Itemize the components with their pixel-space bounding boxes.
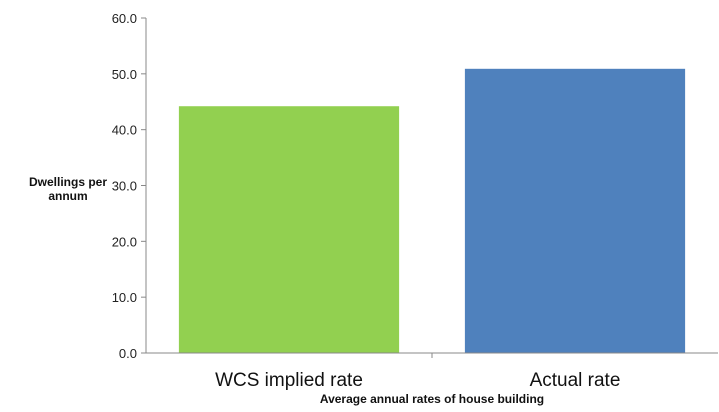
y-axis-title-line-2: annum xyxy=(48,189,87,203)
y-tick-label: 20.0 xyxy=(112,234,137,249)
y-axis-title-line-1: Dwellings per xyxy=(29,175,107,189)
bar-actual-rate xyxy=(464,68,686,353)
y-tick-label: 40.0 xyxy=(112,123,137,138)
category-labels: WCS implied rate Actual rate xyxy=(215,353,620,391)
bar-wcs-implied-rate xyxy=(178,106,400,353)
category-label: Actual rate xyxy=(530,370,621,391)
x-axis-title: Average annual rates of house building xyxy=(320,392,544,406)
y-tick-label: 0.0 xyxy=(119,346,137,361)
y-tick-label: 60.0 xyxy=(112,11,137,26)
y-tick-label: 10.0 xyxy=(112,290,137,305)
y-tick-label: 30.0 xyxy=(112,179,137,194)
y-axis-ticks: 0.0 10.0 20.0 30.0 40.0 50.0 60.0 xyxy=(112,11,146,361)
bars xyxy=(178,68,686,353)
y-tick-label: 50.0 xyxy=(112,67,137,82)
category-label: WCS implied rate xyxy=(215,370,363,391)
